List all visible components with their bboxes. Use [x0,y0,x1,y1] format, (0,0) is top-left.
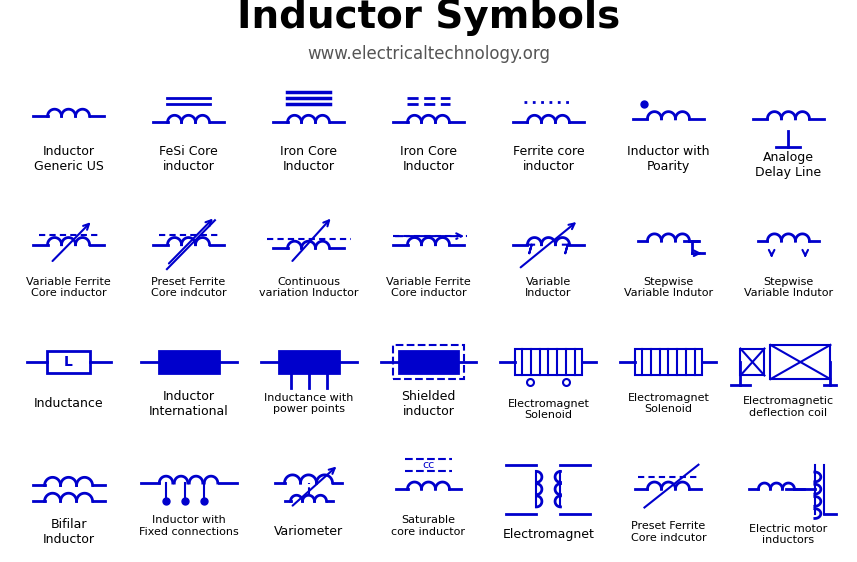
Text: Shielded
inductor: Shielded inductor [401,389,456,418]
Text: Inductor with
Poarity: Inductor with Poarity [627,145,710,173]
Text: Bifilar
Inductor: Bifilar Inductor [43,518,94,546]
Text: Inductance with
power points: Inductance with power points [264,393,353,414]
Text: Stepwise
Variable Indutor: Stepwise Variable Indutor [624,277,713,298]
FancyBboxPatch shape [770,345,830,379]
FancyBboxPatch shape [740,348,764,375]
Text: Preset Ferrite
Core indcutor: Preset Ferrite Core indcutor [631,521,706,543]
Text: Electromagnetic
deflection coil: Electromagnetic deflection coil [743,396,834,418]
Text: L: L [64,355,73,369]
Text: FeSi Core
inductor: FeSi Core inductor [159,145,218,173]
FancyBboxPatch shape [47,351,90,373]
Text: Electromagnet: Electromagnet [502,528,595,541]
Text: cc: cc [423,460,434,470]
Text: Electric motor
inductors: Electric motor inductors [749,524,828,545]
Text: Variable Ferrite
Core inductor: Variable Ferrite Core inductor [27,277,111,298]
Text: Variometer: Variometer [274,525,343,538]
Text: Inductance: Inductance [33,397,104,410]
Text: Iron Core
Inductor: Iron Core Inductor [400,145,457,173]
Text: Ferrite core
inductor: Ferrite core inductor [512,145,584,173]
Text: Inductor
International: Inductor International [148,389,229,418]
Text: Electromagnet
Solenoid: Electromagnet Solenoid [507,399,590,420]
Text: Stepwise
Variable Indutor: Stepwise Variable Indutor [744,277,833,298]
FancyBboxPatch shape [159,351,219,373]
Text: www.electricaltechnology.org: www.electricaltechnology.org [307,45,550,63]
Text: Saturable
core inductor: Saturable core inductor [392,515,465,537]
Text: Iron Core
Inductor: Iron Core Inductor [280,145,337,173]
FancyBboxPatch shape [279,351,339,373]
Text: Inductor
Generic US: Inductor Generic US [33,145,104,173]
Text: Electromagnet
Solenoid: Electromagnet Solenoid [627,393,710,414]
Text: Inductor Symbols: Inductor Symbols [237,0,620,36]
FancyBboxPatch shape [515,348,582,375]
Text: Preset Ferrite
Core indcutor: Preset Ferrite Core indcutor [151,277,226,298]
Text: Variable Ferrite
Core inductor: Variable Ferrite Core inductor [387,277,470,298]
Text: Inductor with
Fixed connections: Inductor with Fixed connections [139,515,238,537]
FancyBboxPatch shape [399,351,458,373]
Text: Continuous
variation Inductor: Continuous variation Inductor [259,277,358,298]
Text: Variable
Inductor: Variable Inductor [525,277,572,298]
FancyBboxPatch shape [635,348,702,375]
Text: Analoge
Delay Line: Analoge Delay Line [755,151,822,179]
